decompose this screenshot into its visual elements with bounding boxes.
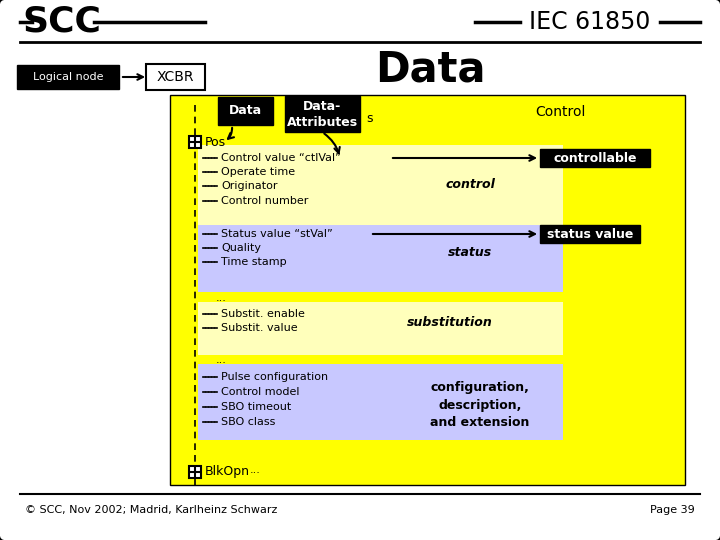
Text: status: status	[448, 246, 492, 260]
Bar	[170, 95, 685, 485]
Text: Pulse configuration: Pulse configuration	[221, 372, 328, 382]
Text: XCBR: XCBR	[156, 70, 194, 84]
Text: © SCC, Nov 2002; Madrid, Karlheinz Schwarz: © SCC, Nov 2002; Madrid, Karlheinz Schwa…	[25, 505, 277, 515]
Text: Control value “ctlVal”: Control value “ctlVal”	[221, 153, 341, 163]
Bar	[198, 225, 563, 292]
Bar	[540, 225, 640, 243]
Text: ...: ...	[216, 355, 227, 365]
Text: substitution: substitution	[407, 315, 493, 328]
Text: Status value “stVal”: Status value “stVal”	[221, 229, 333, 239]
Text: SCC: SCC	[22, 5, 102, 39]
Bar	[285, 96, 360, 132]
Text: Control: Control	[535, 105, 585, 119]
Text: Logical node: Logical node	[32, 72, 103, 82]
Text: Time stamp: Time stamp	[221, 257, 287, 267]
Text: Data: Data	[374, 49, 485, 91]
Text: status value: status value	[546, 227, 633, 240]
Text: Page 39: Page 39	[650, 505, 695, 515]
Bar	[189, 466, 201, 478]
Text: Substit. enable: Substit. enable	[221, 309, 305, 319]
Text: Originator: Originator	[221, 181, 277, 191]
Text: IEC 61850: IEC 61850	[529, 10, 651, 34]
Bar	[218, 97, 273, 125]
Text: Substit. value: Substit. value	[221, 323, 297, 333]
Bar	[540, 149, 650, 167]
Bar	[198, 364, 563, 440]
Text: configuration,
description,
and extension: configuration, description, and extensio…	[431, 381, 530, 429]
Bar	[189, 136, 201, 148]
Text: Quality: Quality	[221, 243, 261, 253]
Text: Control number: Control number	[221, 196, 308, 206]
Text: Data: Data	[229, 105, 262, 118]
Text: SBO class: SBO class	[221, 417, 275, 427]
Text: controllable: controllable	[553, 152, 636, 165]
Text: BlkOpn: BlkOpn	[205, 465, 250, 478]
Text: Data-
Attributes: Data- Attributes	[287, 99, 358, 129]
Text: Operate time: Operate time	[221, 167, 295, 177]
Bar	[198, 302, 563, 355]
FancyBboxPatch shape	[146, 64, 205, 90]
Text: s: s	[366, 111, 372, 125]
Text: SBO timeout: SBO timeout	[221, 402, 292, 412]
Text: control: control	[445, 178, 495, 191]
Text: Pos: Pos	[205, 136, 226, 148]
FancyBboxPatch shape	[17, 65, 119, 89]
Text: Control model: Control model	[221, 387, 300, 397]
Text: ...: ...	[250, 465, 261, 475]
Text: ...: ...	[216, 293, 227, 303]
Bar	[198, 145, 563, 225]
